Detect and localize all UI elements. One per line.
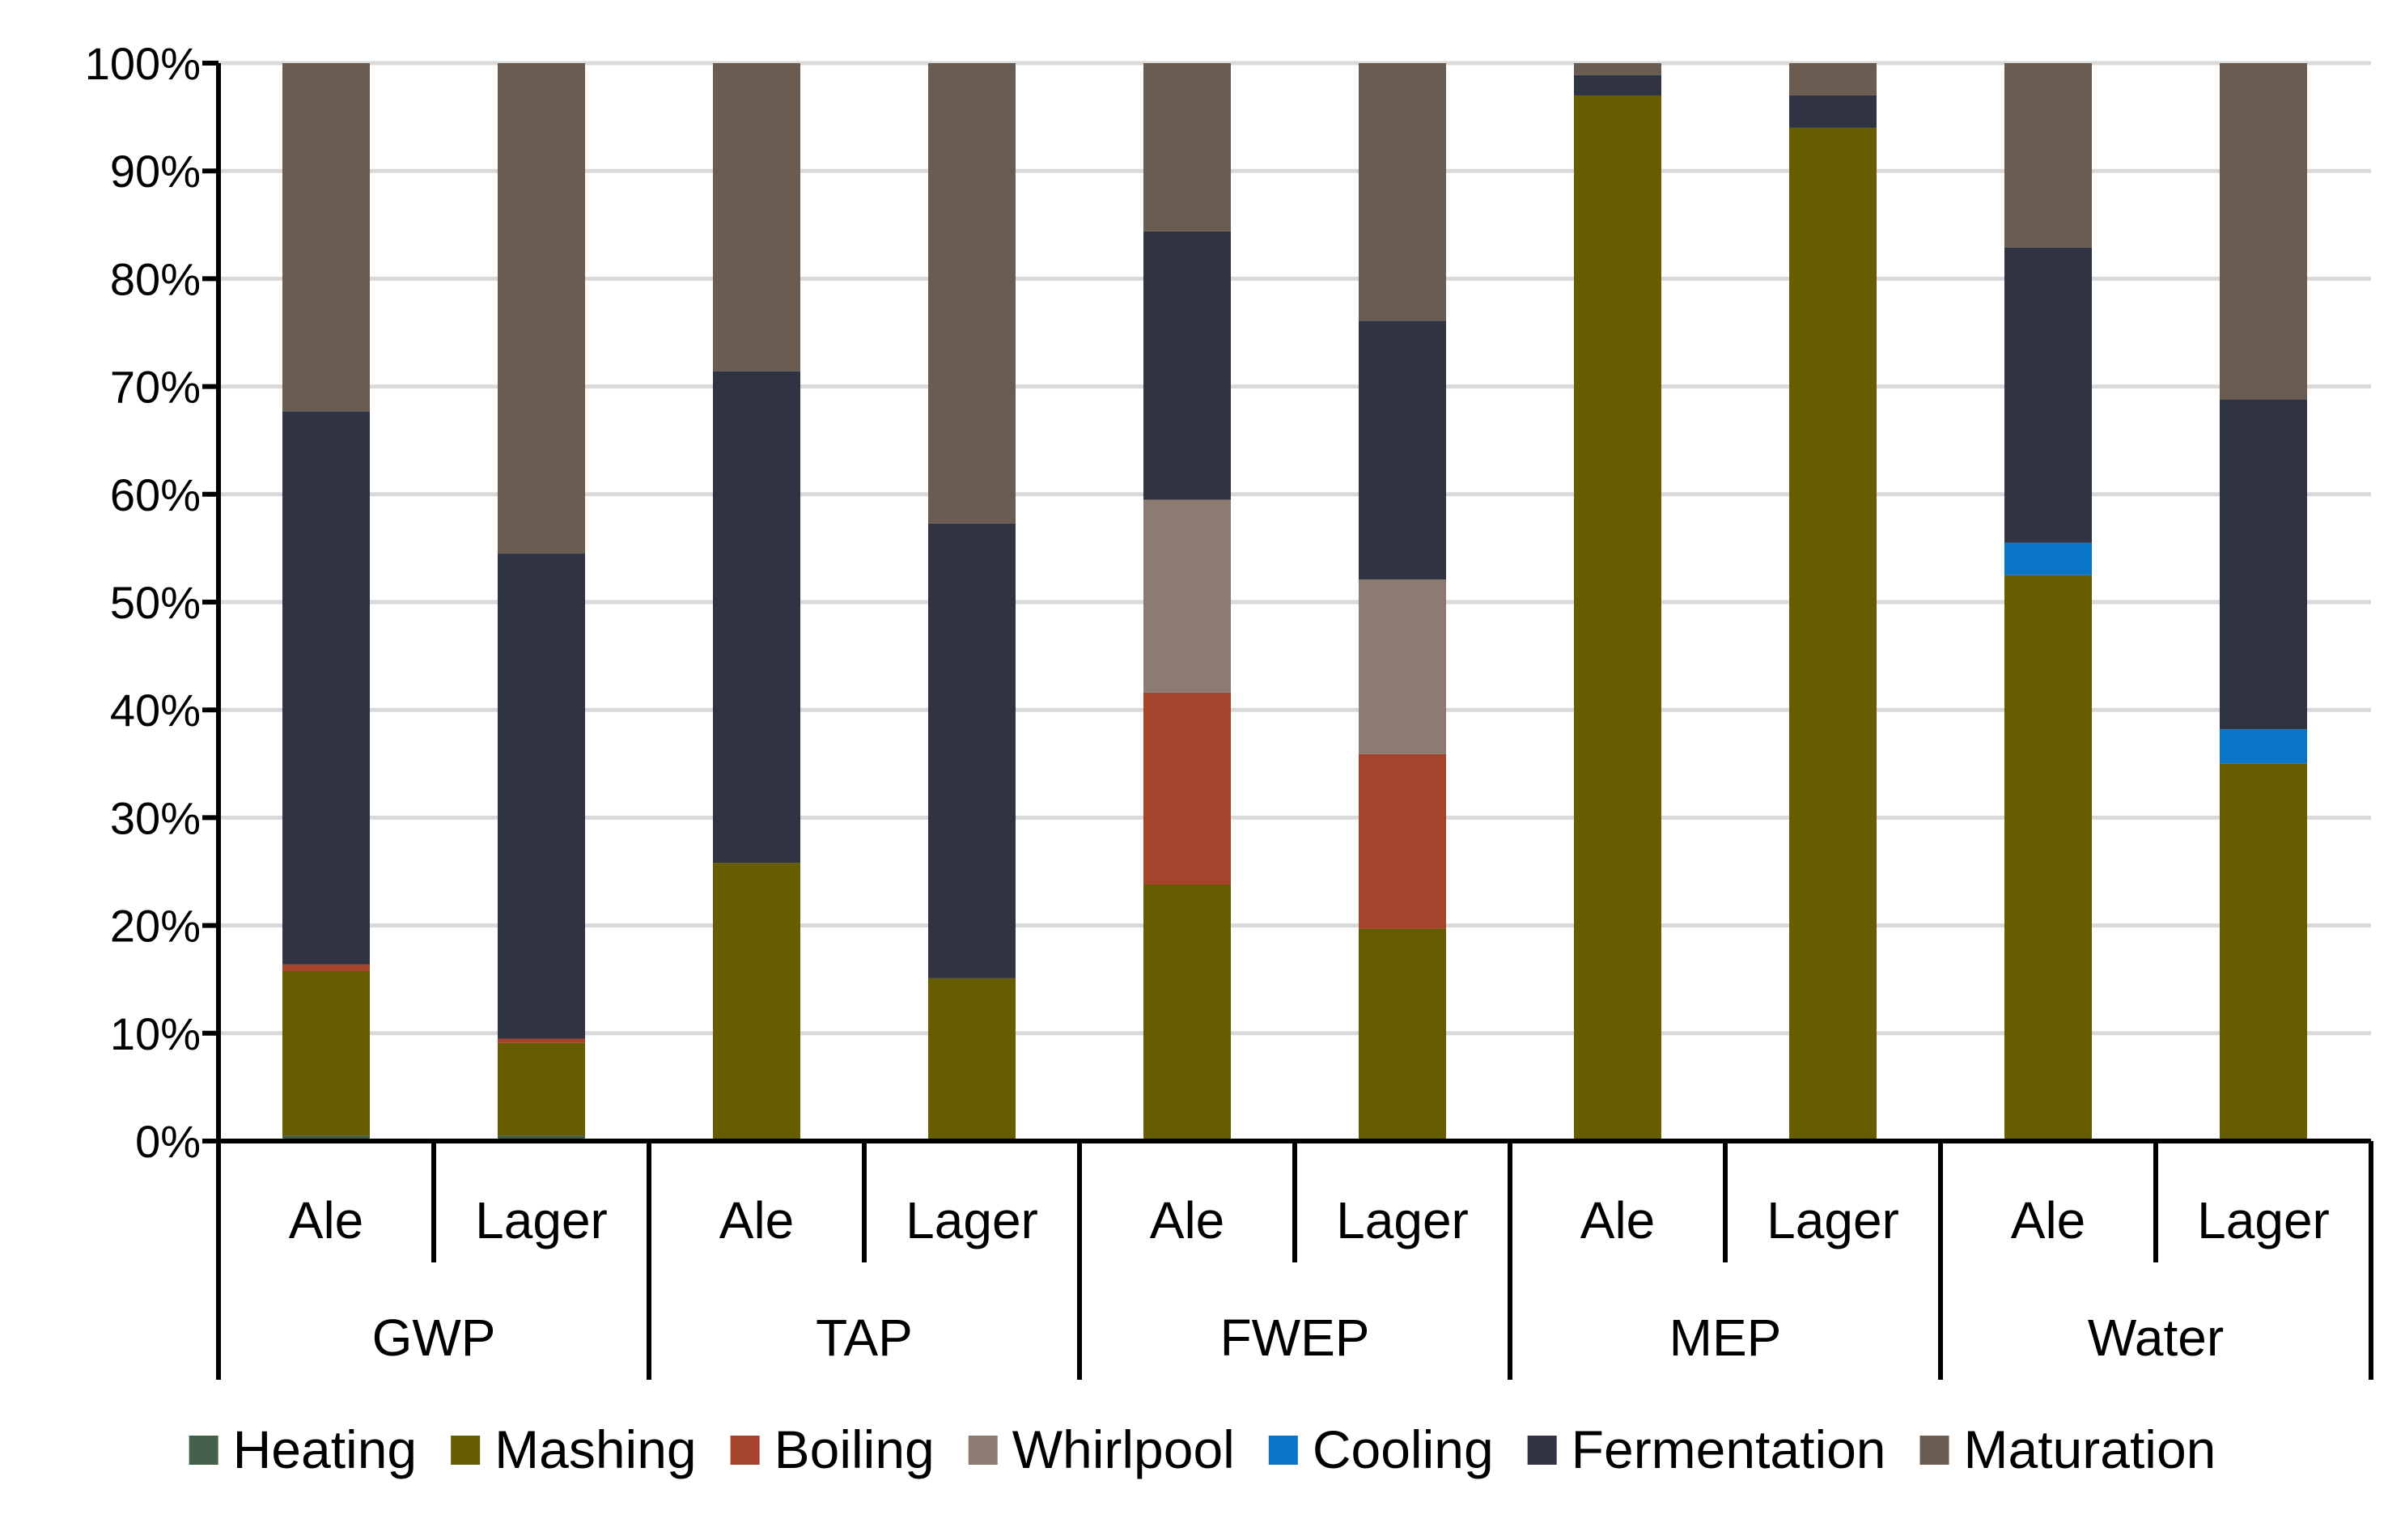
- x-category-label-mep-ale: Ale: [1580, 1191, 1656, 1249]
- x-axis-labels: Ale Lager Ale Lager Ale Lager Ale Lager Ale Lager…: [289, 1191, 2330, 1367]
- y-tick-label-50: 50%: [110, 577, 201, 628]
- legend-label-boiling: Boiling: [774, 1419, 935, 1479]
- bar-segment-fwep-ale-maturation: [1143, 63, 1231, 231]
- bar-segment-mep-ale-mashing: [1574, 95, 1661, 1142]
- bar-segment-fwep-lager-mashing: [1359, 928, 1446, 1141]
- bar-segment-gwp-ale-mashing: [282, 970, 370, 1136]
- bar-segment-water-ale-mashing: [2004, 575, 2092, 1141]
- bar-segment-gwp-lager-maturation: [498, 63, 585, 554]
- bar-segment-mep-ale-maturation: [1574, 63, 1661, 75]
- y-tick-label-90: 90%: [110, 146, 201, 197]
- bar-segment-gwp-ale-maturation: [282, 63, 370, 412]
- x-category-label-tap-lager: Lager: [906, 1191, 1038, 1249]
- y-tick-label-10: 10%: [110, 1008, 201, 1059]
- y-tick-label-40: 40%: [110, 685, 201, 736]
- legend-swatch-cooling: [1268, 1436, 1298, 1465]
- bar-segment-fwep-ale-fermentation: [1143, 231, 1231, 500]
- x-category-label-water-lager: Lager: [2197, 1191, 2330, 1249]
- bar-segment-gwp-lager-mashing: [498, 1042, 585, 1136]
- bar-segment-gwp-ale-boiling: [282, 964, 370, 971]
- bar-segment-water-ale-fermentation: [2004, 247, 2092, 543]
- x-group-label-fwep: FWEP: [1220, 1309, 1370, 1367]
- legend-swatch-boiling: [730, 1436, 760, 1465]
- y-tick-label-30: 30%: [110, 792, 201, 843]
- legend-label-fermentation: Fermentation: [1572, 1419, 1886, 1479]
- bar-segment-gwp-lager-fermentation: [498, 554, 585, 1039]
- axes: [202, 61, 2373, 1380]
- bar-segment-fwep-ale-mashing: [1143, 884, 1231, 1141]
- x-category-label-gwp-ale: Ale: [289, 1191, 364, 1249]
- bar-segment-gwp-lager-heating: [498, 1135, 585, 1141]
- x-category-label-mep-lager: Lager: [1767, 1191, 1899, 1249]
- x-group-label-gwp: GWP: [372, 1309, 496, 1367]
- y-tick-label-70: 70%: [110, 362, 201, 413]
- y-tick-label-20: 20%: [110, 901, 201, 952]
- bar-segment-tap-lager-maturation: [928, 63, 1016, 524]
- bar-segment-water-ale-maturation: [2004, 63, 2092, 248]
- legend-label-maturation: Maturation: [1964, 1419, 2216, 1479]
- bar-segment-fwep-lager-whirlpool: [1359, 579, 1446, 754]
- bar-segment-gwp-ale-heating: [282, 1135, 370, 1141]
- y-tick-label-100: 100%: [85, 38, 201, 89]
- x-category-label-fwep-ale: Ale: [1150, 1191, 1225, 1249]
- legend-swatch-whirlpool: [968, 1436, 998, 1465]
- bar-segment-tap-ale-mashing: [713, 863, 800, 1141]
- bar-segment-mep-lager-fermentation: [1789, 95, 1877, 128]
- x-category-label-fwep-lager: Lager: [1336, 1191, 1469, 1249]
- x-group-label-mep: MEP: [1669, 1309, 1782, 1367]
- y-tick-label-60: 60%: [110, 469, 201, 520]
- legend-label-mashing: Mashing: [494, 1419, 696, 1479]
- bar-segment-water-lager-fermentation: [2220, 399, 2307, 730]
- legend-label-whirlpool: Whirlpool: [1012, 1419, 1235, 1479]
- bar-segment-fwep-lager-boiling: [1359, 753, 1446, 929]
- legend-label-cooling: Cooling: [1313, 1419, 1494, 1479]
- x-category-label-gwp-lager: Lager: [475, 1191, 608, 1249]
- bar-segment-mep-lager-mashing: [1789, 127, 1877, 1141]
- bar-segment-water-lager-mashing: [2220, 763, 2307, 1141]
- bar-segment-fwep-ale-whirlpool: [1143, 499, 1231, 693]
- legend: Heating Mashing Boiling Whirlpool Cooling Fer…: [189, 1419, 2216, 1479]
- bar-segment-water-ale-cooling: [2004, 542, 2092, 575]
- legend-swatch-heating: [189, 1436, 218, 1465]
- legend-label-heating: Heating: [233, 1419, 418, 1479]
- legend-swatch-maturation: [1919, 1436, 1949, 1465]
- bars: [282, 63, 2307, 1142]
- legend-swatch-mashing: [451, 1436, 481, 1465]
- bar-segment-water-lager-cooling: [2220, 729, 2307, 764]
- bar-segment-fwep-lager-fermentation: [1359, 320, 1446, 580]
- x-group-label-tap: TAP: [816, 1309, 913, 1367]
- bar-segment-tap-ale-fermentation: [713, 371, 800, 863]
- bar-segment-mep-ale-fermentation: [1574, 74, 1661, 95]
- y-tick-label-80: 80%: [110, 253, 201, 304]
- x-group-label-water: Water: [2088, 1309, 2224, 1367]
- y-axis-tick-labels: 0% 10% 20% 30% 40% 50% 60% 70% 80% 90% 100%: [85, 38, 201, 1167]
- bar-segment-tap-lager-fermentation: [928, 523, 1016, 978]
- bar-segment-fwep-ale-boiling: [1143, 692, 1231, 885]
- x-category-label-water-ale: Ale: [2011, 1191, 2086, 1249]
- y-tick-label-0: 0%: [135, 1116, 201, 1167]
- bar-segment-fwep-lager-maturation: [1359, 63, 1446, 321]
- bar-segment-gwp-ale-fermentation: [282, 411, 370, 965]
- bar-segment-gwp-lager-boiling: [498, 1038, 585, 1043]
- legend-swatch-fermentation: [1527, 1436, 1557, 1465]
- bar-segment-mep-lager-maturation: [1789, 63, 1877, 95]
- bar-segment-water-lager-maturation: [2220, 63, 2307, 400]
- bar-segment-tap-lager-mashing: [928, 978, 1016, 1141]
- bar-segment-tap-ale-maturation: [713, 63, 800, 371]
- x-category-label-tap-ale: Ale: [719, 1191, 795, 1249]
